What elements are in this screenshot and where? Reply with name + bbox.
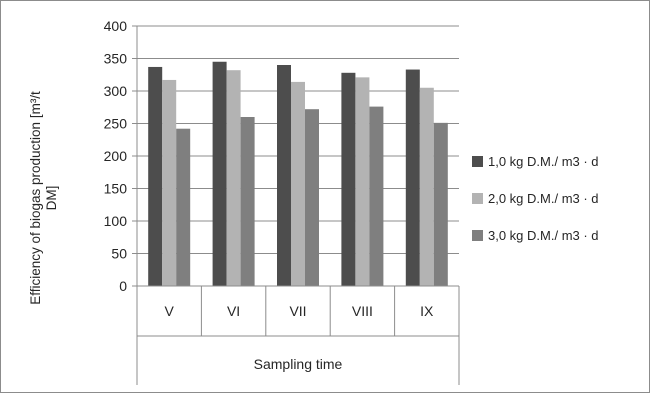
x-tick-label: VIII xyxy=(352,303,373,319)
bar-ix-series-1 xyxy=(405,69,420,286)
x-tick-label: V xyxy=(165,303,175,319)
bar-viii-series-2 xyxy=(355,77,370,286)
bar-vii-series-1 xyxy=(277,65,291,286)
y-tick-label: 250 xyxy=(104,116,128,132)
bar-vi-series-2 xyxy=(226,70,241,286)
y-tick-label: 400 xyxy=(104,18,128,34)
y-tick-label: 200 xyxy=(104,148,128,164)
x-tick-label: VI xyxy=(227,303,240,319)
bar-vi-series-3 xyxy=(240,117,255,286)
bar-viii-series-3 xyxy=(369,106,384,286)
bar-vii-series-3 xyxy=(305,109,319,286)
y-tick-label: 300 xyxy=(104,83,128,99)
y-tick-label: 50 xyxy=(111,246,127,262)
bar-ix-series-2 xyxy=(419,87,434,286)
bar-vii-series-2 xyxy=(291,81,305,287)
legend-label-series-3: 3,0 kg D.M./ m3 · d xyxy=(488,228,599,243)
x-axis-title: Sampling time xyxy=(254,356,343,372)
legend-label-series-1: 1,0 kg D.M./ m3 · d xyxy=(488,154,599,169)
bar-vi-series-1 xyxy=(212,61,227,286)
y-tick-label: 0 xyxy=(119,278,127,294)
bar-viii-series-1 xyxy=(341,72,356,286)
y-tick-label: 100 xyxy=(104,213,128,229)
legend-swatch-series-1 xyxy=(472,156,483,167)
bar-v-series-3 xyxy=(176,128,191,286)
legend-swatch-series-3 xyxy=(472,230,483,241)
y-tick-label: 150 xyxy=(104,181,128,197)
y-axis-title-line: DM] xyxy=(44,186,59,211)
y-tick-label: 350 xyxy=(104,51,128,67)
bar-v-series-1 xyxy=(148,66,163,286)
bar-v-series-2 xyxy=(162,79,177,286)
legend-label-series-2: 2,0 kg D.M./ m3 · d xyxy=(488,191,599,206)
bar-ix-series-3 xyxy=(433,122,448,286)
legend-swatch-series-2 xyxy=(472,193,483,204)
y-axis-title-line: Efficiency of biogas production [m³/t xyxy=(28,91,43,305)
x-tick-label: IX xyxy=(420,303,434,319)
x-tick-label: VII xyxy=(289,303,306,319)
